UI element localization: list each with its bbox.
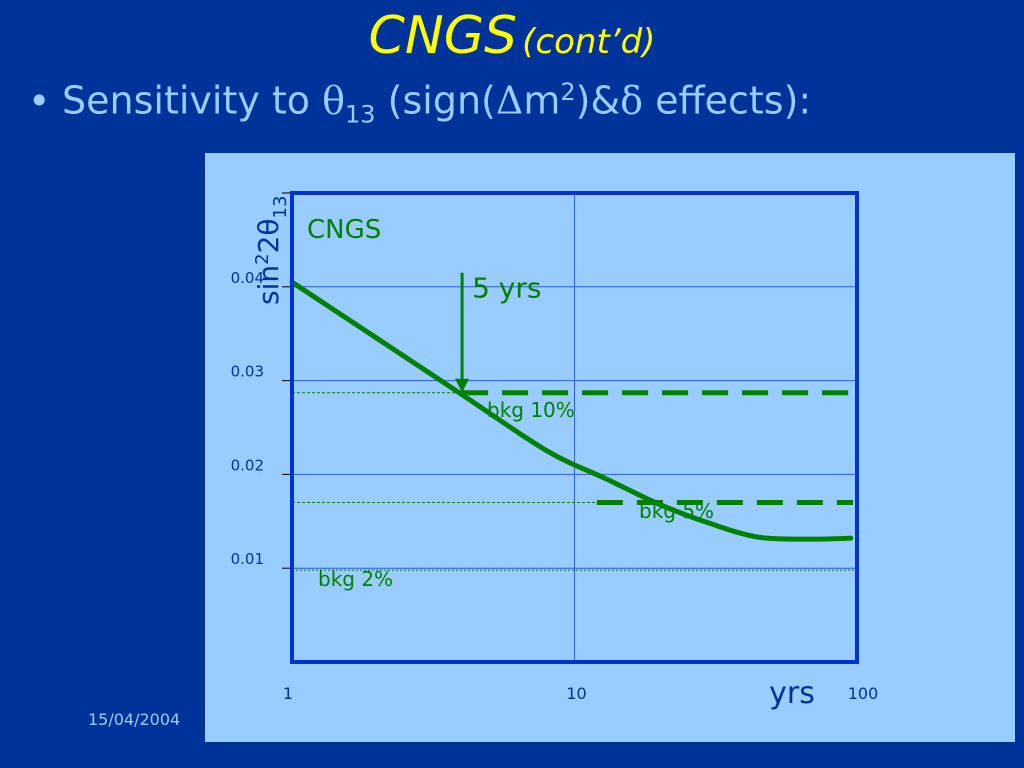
y-axis-label-part: θ xyxy=(252,218,285,235)
label-bkg-2: bkg 2% xyxy=(318,567,393,591)
series-label-cngs: CNGS xyxy=(307,215,381,245)
bullet-text-2: (sign( xyxy=(375,78,496,123)
bullet-text-3: )& xyxy=(575,78,621,123)
arrow-head xyxy=(455,378,470,393)
y-tick-label: 0.04 xyxy=(231,269,264,287)
bullet-text-4: effects): xyxy=(643,78,812,123)
label-bkg-5: bkg 5% xyxy=(639,499,714,523)
y-axis-label-part: 13 xyxy=(270,196,291,219)
y-axis-label-part: 2 xyxy=(252,236,285,254)
series-line-cngs xyxy=(289,279,854,542)
label-bkg-10: bkg 10% xyxy=(487,398,575,422)
bullet-dot-icon: • xyxy=(28,78,51,123)
y-tick-label: 0.02 xyxy=(231,456,264,474)
bullet-theta: θ xyxy=(322,78,346,123)
bullet-m-superscript: 2 xyxy=(560,78,576,106)
x-tick-label: 100 xyxy=(848,684,879,703)
bullet-text-1: Sensitivity to xyxy=(62,78,323,123)
y-axis-label-part: 2 xyxy=(252,253,273,264)
x-tick-label: 10 xyxy=(566,684,586,703)
bullet-delta-cap: Δ xyxy=(495,78,524,123)
bullet-line: • Sensitivity to θ13 (sign(Δm2)&δ effects… xyxy=(28,78,811,128)
bullet-theta-subscript: 13 xyxy=(345,100,376,129)
x-tick-label: 1 xyxy=(283,684,293,703)
bullet-m: m xyxy=(523,78,561,123)
bullet-delta: δ xyxy=(620,78,643,123)
title-subtitle: (cont’d) xyxy=(522,22,656,62)
slide-date: 15/04/2004 xyxy=(88,710,181,729)
slide-title: CNGS (cont’d) xyxy=(0,6,1024,66)
y-axis-label: sin22θ13 xyxy=(252,196,291,305)
x-axis-label: yrs xyxy=(769,676,815,711)
annotation-5yrs: 5 yrs xyxy=(472,272,541,305)
y-tick-label: 0.01 xyxy=(231,550,264,568)
plot-frame xyxy=(290,191,859,664)
y-axis-label-part: sin xyxy=(252,265,285,305)
title-main: CNGS xyxy=(368,6,518,66)
chart-panel xyxy=(205,153,1015,742)
y-tick-label: 0.03 xyxy=(231,363,264,381)
